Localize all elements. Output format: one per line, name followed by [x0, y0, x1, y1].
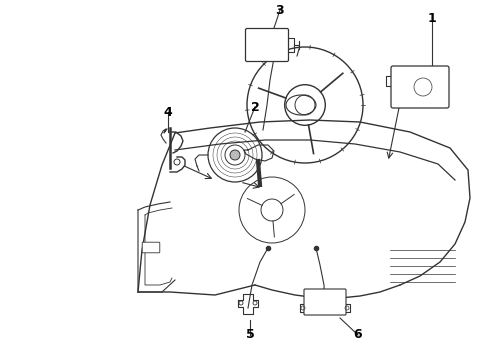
- Circle shape: [253, 301, 257, 305]
- Text: 1: 1: [428, 12, 437, 24]
- Text: 3: 3: [276, 4, 284, 17]
- FancyBboxPatch shape: [142, 242, 160, 253]
- FancyBboxPatch shape: [391, 66, 449, 108]
- FancyBboxPatch shape: [304, 289, 346, 315]
- Text: 6: 6: [354, 328, 362, 342]
- Circle shape: [230, 150, 240, 160]
- Text: 5: 5: [245, 328, 254, 342]
- Text: 4: 4: [164, 105, 172, 118]
- Circle shape: [239, 301, 243, 305]
- Text: 2: 2: [250, 100, 259, 113]
- FancyBboxPatch shape: [245, 28, 289, 62]
